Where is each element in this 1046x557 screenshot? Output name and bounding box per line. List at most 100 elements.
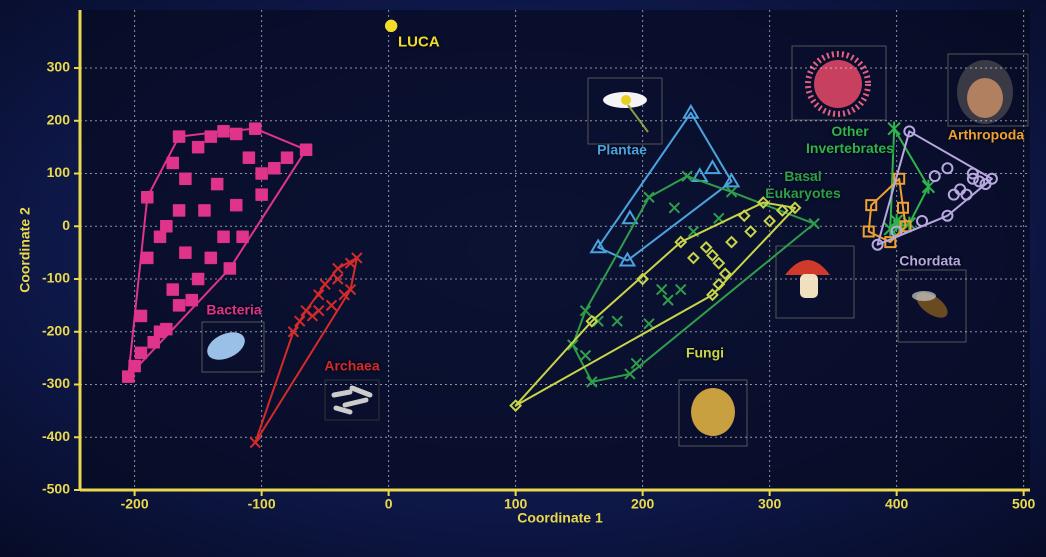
marker [788,201,802,215]
marker [210,177,224,191]
marker [884,236,897,249]
marker [775,204,789,217]
group-label: Archaea [324,357,380,374]
marker [332,273,344,285]
picture-protist [678,379,748,447]
marker [509,399,523,413]
series [122,122,313,383]
group-label: Plantae [597,141,647,158]
marker [893,172,906,185]
marker [567,339,579,351]
marker [191,140,205,154]
marker [681,170,693,182]
marker [643,318,655,330]
marker [668,202,681,214]
marker [236,230,249,244]
marker [313,304,325,317]
marker [947,188,960,201]
marker [313,289,325,301]
marker [134,309,148,323]
marker [255,167,268,180]
marker [280,151,294,164]
marker [706,288,719,302]
picture-plantae [587,77,663,145]
y-axis-label: Coordinate 2 [17,207,33,293]
marker [351,252,363,264]
marker [153,325,167,339]
marker [699,240,713,254]
marker [928,170,941,183]
marker [249,122,262,135]
picture-bacterium [201,321,265,373]
picture-bee [897,269,967,343]
x-tick-label: -200 [121,496,149,512]
marker [332,262,344,275]
marker [621,209,639,225]
marker [611,315,623,327]
marker [630,357,642,370]
marker [134,346,148,360]
x-tick-label: -100 [248,496,276,512]
series [384,19,398,33]
marker [268,161,281,175]
picture-archaea [324,379,380,421]
group-label: Basal Eukaryotes [765,168,841,201]
marker [618,251,637,267]
marker [706,248,719,262]
marker [223,262,237,275]
y-tick-label: -500 [42,481,70,497]
marker [179,172,192,186]
marker [662,294,674,306]
marker [141,251,154,265]
marker [338,289,350,301]
x-tick-label: 400 [885,496,909,512]
marker [299,143,313,157]
marker [141,191,154,204]
hull [514,201,797,407]
marker [756,196,770,209]
marker [712,256,726,270]
marker [217,230,230,244]
y-tick-label: 100 [47,164,71,180]
series [871,125,998,251]
marker [883,221,898,236]
x-tick-label: 200 [631,496,655,512]
y-tick-label: -400 [42,428,70,444]
marker [198,204,211,217]
marker [249,436,261,449]
y-tick-label: -300 [42,375,70,391]
marker [687,251,700,265]
series [567,170,820,388]
marker [703,159,722,175]
marker [636,272,650,286]
marker [204,130,218,143]
x-axis-label: Coordinate 1 [517,510,603,526]
marker [916,215,929,227]
y-tick-label: -100 [42,270,70,286]
marker [871,238,884,251]
marker [128,359,141,373]
marker [718,267,732,281]
marker [985,172,998,185]
marker [160,220,173,233]
marker [737,209,751,223]
picture-urchin [791,45,887,121]
marker [579,349,592,362]
marker [179,246,192,259]
plot-area [80,10,1030,490]
marker [921,179,936,194]
marker [966,172,979,185]
x-tick-label: 0 [385,496,393,512]
marker [712,277,726,291]
marker [579,304,592,317]
marker [585,314,599,328]
marker [166,283,179,296]
marker [255,188,268,201]
group-label: Fungi [685,344,725,361]
marker [229,198,243,212]
marker [147,336,160,349]
group-label: Other Invertebrates [806,123,894,156]
series [249,252,363,449]
